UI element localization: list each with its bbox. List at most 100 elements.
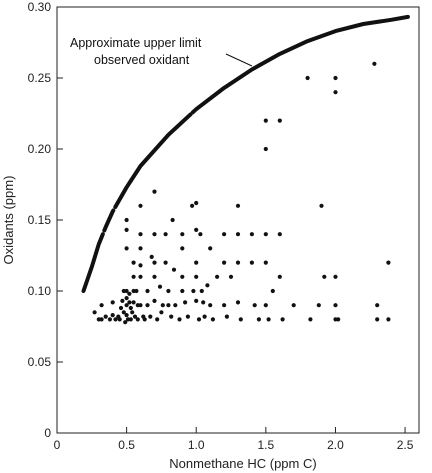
data-point bbox=[191, 288, 196, 294]
data-point bbox=[135, 317, 140, 322]
data-point bbox=[228, 274, 234, 279]
upper-limit-curve-group bbox=[81, 14, 410, 293]
data-point bbox=[270, 288, 275, 294]
data-point bbox=[124, 246, 129, 251]
data-point bbox=[163, 260, 168, 265]
data-point bbox=[148, 314, 153, 319]
data-point bbox=[183, 300, 188, 305]
y-tick-label: 0.20 bbox=[28, 142, 52, 156]
data-point bbox=[110, 313, 115, 318]
data-point bbox=[138, 274, 143, 279]
data-point bbox=[145, 303, 150, 308]
data-point bbox=[235, 203, 241, 208]
x-tick-label: 2.5 bbox=[397, 438, 414, 452]
data-point bbox=[110, 300, 115, 305]
data-point bbox=[159, 310, 164, 315]
data-point bbox=[263, 260, 268, 265]
data-point bbox=[198, 232, 203, 237]
y-tick-label: 0.10 bbox=[28, 284, 52, 298]
data-point bbox=[263, 146, 268, 152]
data-point bbox=[152, 274, 157, 279]
data-point bbox=[145, 288, 150, 294]
data-point bbox=[305, 75, 310, 81]
data-point bbox=[208, 246, 213, 251]
x-tick-label: 0.5 bbox=[118, 438, 135, 452]
data-point bbox=[196, 317, 202, 322]
data-point bbox=[263, 303, 268, 308]
data-point bbox=[333, 90, 338, 95]
annotation-leader-line bbox=[225, 53, 253, 67]
annotation-line-1: Approximate upper limit bbox=[70, 36, 202, 50]
data-point bbox=[173, 303, 178, 308]
data-point bbox=[170, 217, 175, 223]
data-point bbox=[124, 288, 129, 294]
data-point bbox=[177, 317, 182, 322]
data-point bbox=[131, 300, 136, 305]
data-point bbox=[252, 303, 257, 308]
data-point bbox=[202, 314, 207, 319]
y-axis-label: Oxidants (ppm) bbox=[1, 176, 16, 265]
data-point bbox=[194, 227, 199, 232]
axes: 0 0.5 1.0 1.5 2.0 2.5 0 0.05 0.10 0.15 0.20 0.25 0.3… bbox=[28, 0, 420, 452]
data-point bbox=[171, 267, 177, 272]
data-point bbox=[155, 317, 160, 322]
data-point bbox=[180, 232, 185, 237]
x-axis-label: Nonmethane HC (ppm C) bbox=[169, 456, 316, 471]
data-point bbox=[152, 232, 157, 237]
data-point bbox=[256, 317, 261, 322]
data-point bbox=[375, 303, 380, 308]
data-point bbox=[163, 232, 168, 237]
data-point bbox=[92, 310, 97, 315]
x-tick-label: 1.0 bbox=[188, 438, 205, 452]
data-point bbox=[127, 300, 132, 305]
data-point bbox=[322, 274, 327, 279]
data-point bbox=[124, 313, 129, 318]
data-point bbox=[131, 274, 136, 279]
data-point bbox=[121, 310, 126, 315]
data-point bbox=[316, 303, 321, 308]
data-point bbox=[208, 303, 213, 308]
data-point bbox=[222, 260, 227, 265]
data-point bbox=[152, 189, 157, 194]
x-tick-label: 2.0 bbox=[327, 438, 344, 452]
data-point bbox=[336, 317, 341, 322]
data-point bbox=[263, 232, 268, 237]
data-point bbox=[291, 303, 296, 308]
data-point bbox=[103, 314, 108, 319]
data-point bbox=[319, 203, 324, 208]
data-point bbox=[138, 246, 143, 251]
y-tick-label: 0.05 bbox=[28, 355, 52, 369]
data-point bbox=[120, 298, 125, 303]
upper-limit-curve bbox=[81, 14, 410, 293]
data-point bbox=[180, 288, 185, 294]
data-point bbox=[128, 317, 133, 322]
data-point bbox=[386, 260, 391, 265]
data-point bbox=[375, 317, 380, 322]
data-point bbox=[190, 203, 195, 208]
data-point bbox=[166, 288, 171, 294]
y-tick-label: 0.25 bbox=[28, 71, 52, 85]
data-point bbox=[99, 303, 104, 308]
data-point bbox=[372, 61, 377, 66]
data-point bbox=[124, 303, 129, 308]
data-point bbox=[205, 283, 210, 288]
data-point bbox=[224, 314, 229, 319]
data-point bbox=[185, 314, 190, 319]
data-point bbox=[160, 303, 165, 308]
data-point bbox=[333, 303, 338, 308]
data-point bbox=[113, 317, 118, 322]
data-point bbox=[266, 317, 271, 322]
data-point bbox=[132, 314, 138, 319]
data-point bbox=[127, 291, 132, 296]
y-tick-label: 0 bbox=[44, 426, 51, 440]
data-point bbox=[194, 200, 199, 206]
data-point bbox=[249, 232, 254, 237]
data-point bbox=[263, 118, 268, 123]
data-point bbox=[333, 274, 338, 279]
data-point bbox=[124, 227, 129, 232]
data-point bbox=[107, 317, 112, 322]
data-point bbox=[117, 317, 122, 322]
data-point bbox=[149, 254, 154, 259]
data-point bbox=[277, 118, 282, 123]
